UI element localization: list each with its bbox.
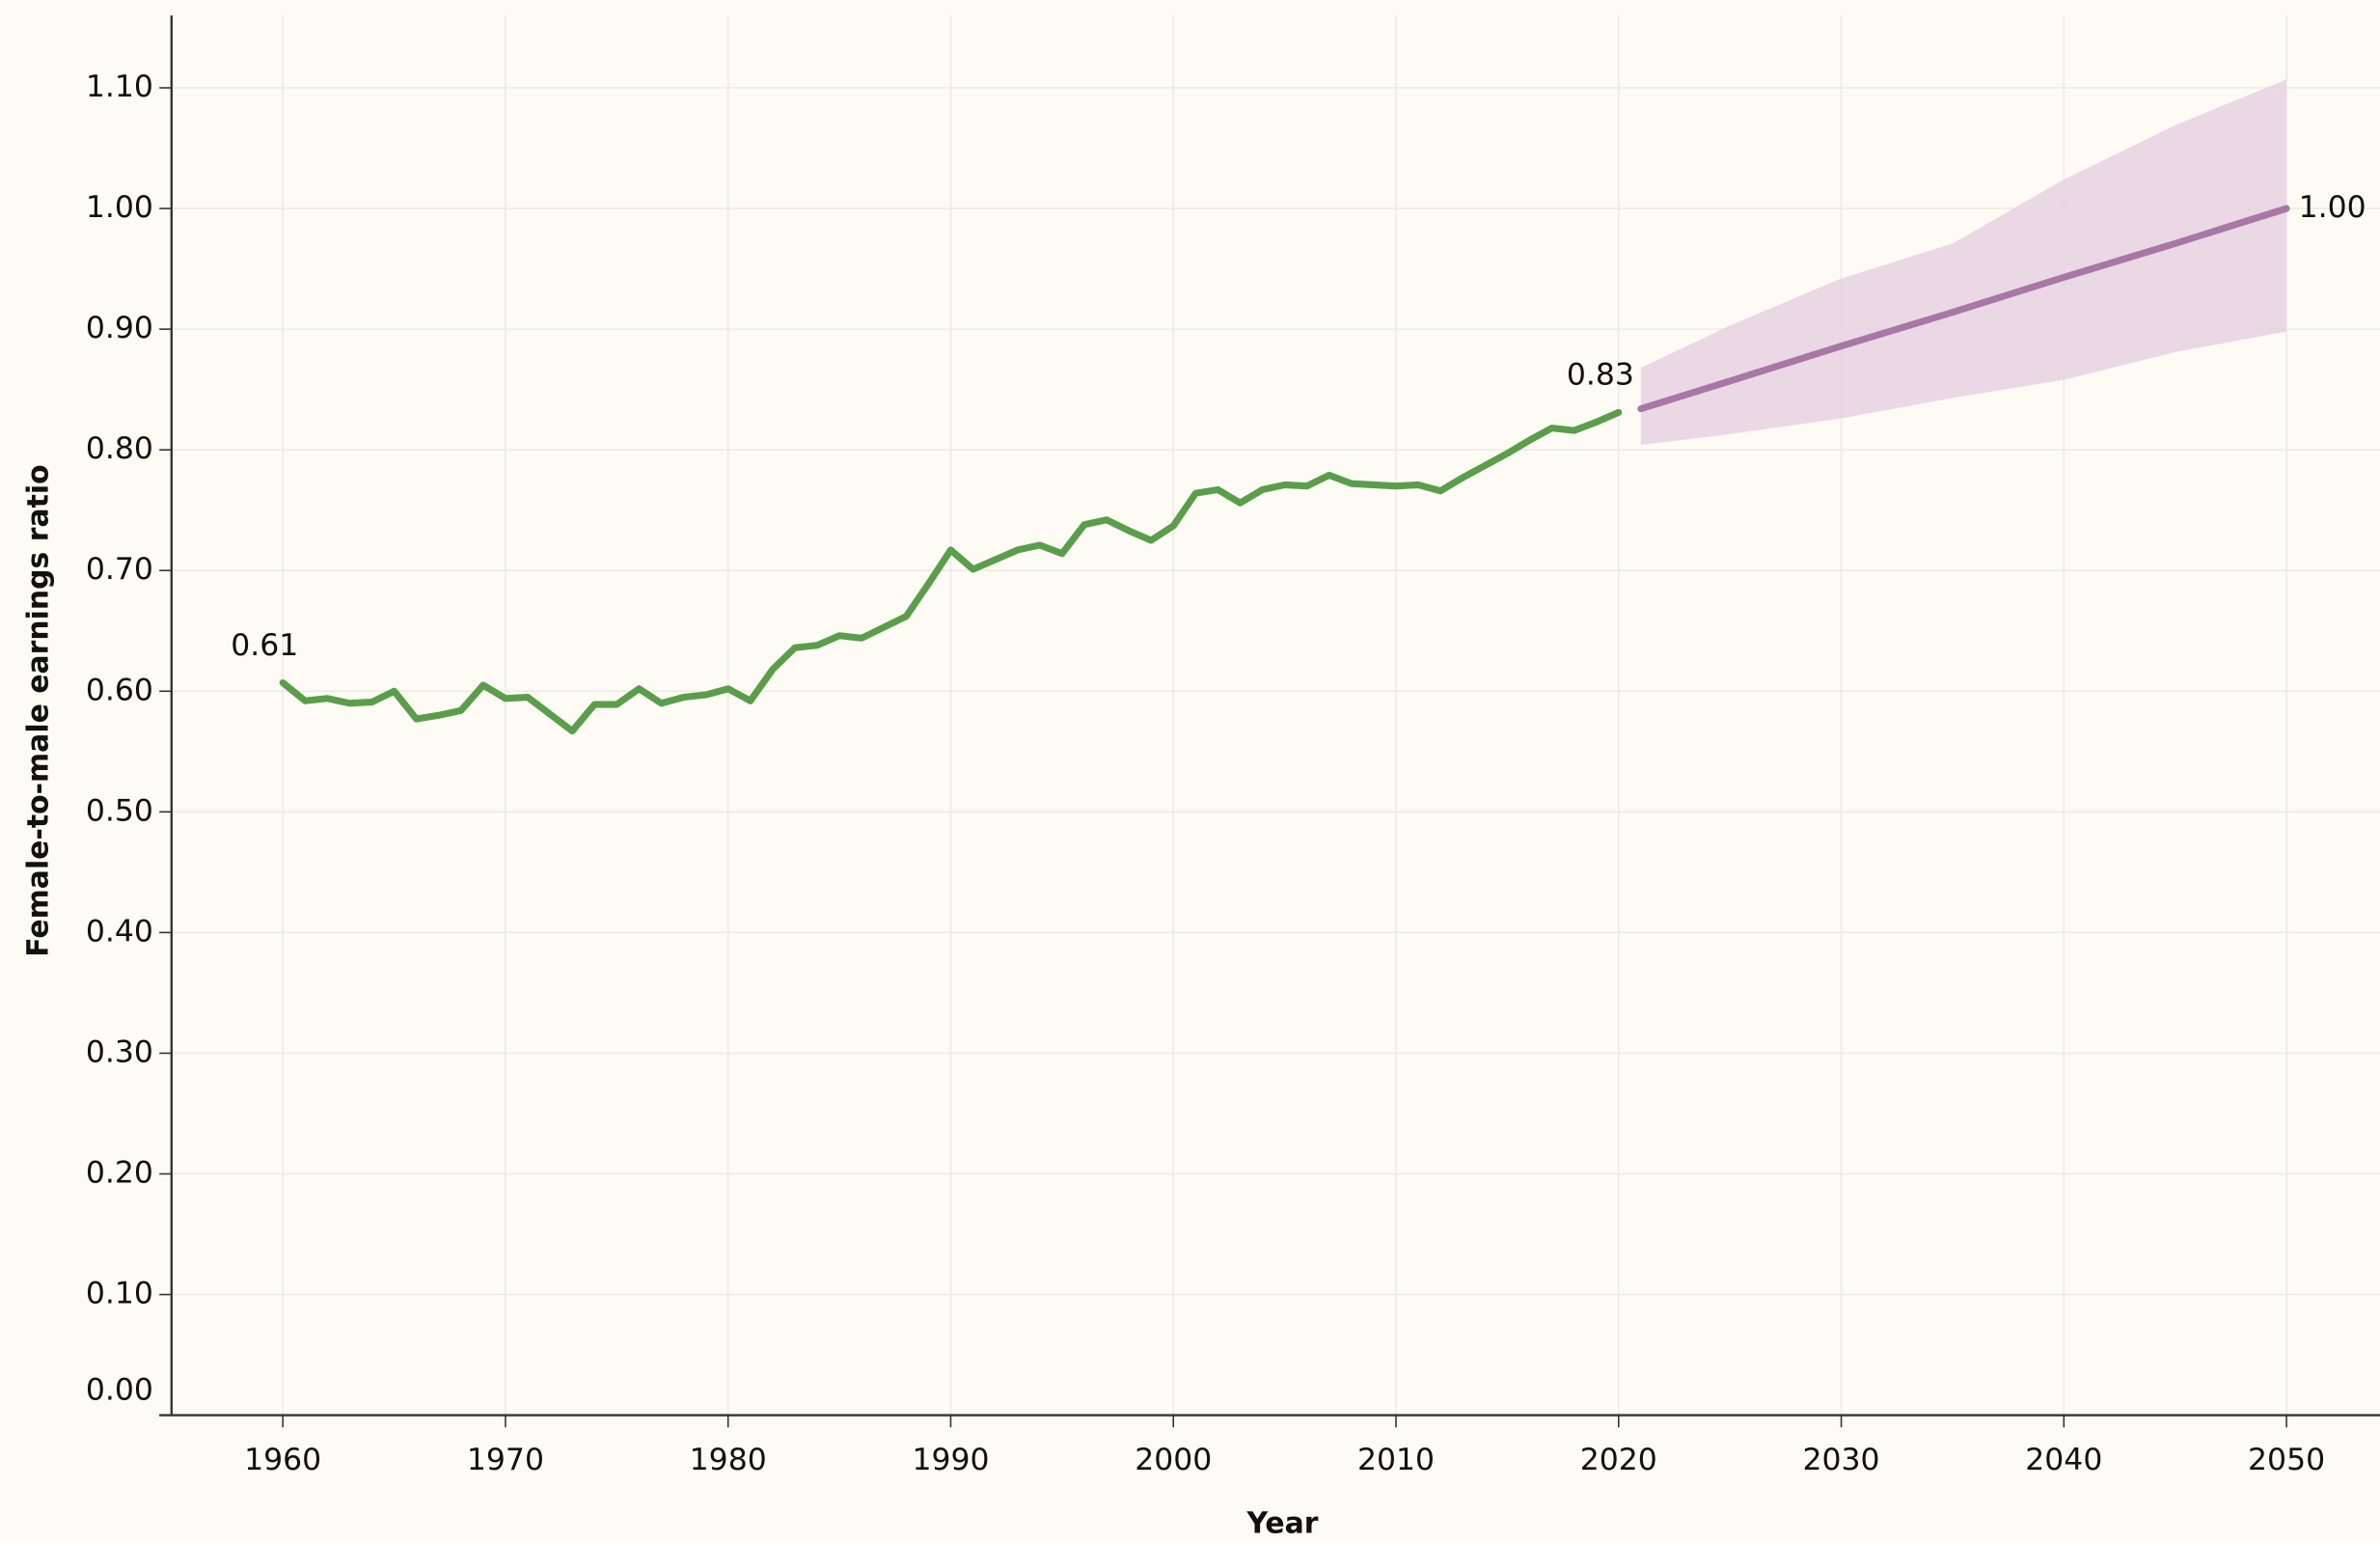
data-label: 1.00 xyxy=(2299,190,2366,225)
data-label: 0.61 xyxy=(231,628,298,663)
y-tick-label: 0.70 xyxy=(86,552,153,587)
y-axis-title: Female-to-male earnings ratio xyxy=(21,464,55,957)
line xyxy=(1637,205,2290,413)
x-axis-title: Year xyxy=(1245,1506,1318,1540)
y-tick-label: 0.20 xyxy=(86,1155,153,1190)
grid xyxy=(171,14,2380,1417)
x-tick-label: 2000 xyxy=(1135,1443,1212,1477)
y-tick-label: 0.00 xyxy=(86,1372,153,1407)
x-tick-label: 2030 xyxy=(1803,1443,1880,1477)
x-tick-label: 2020 xyxy=(1580,1443,1657,1477)
y-tick-label: 0.50 xyxy=(86,793,153,828)
x-tick-label: 2040 xyxy=(2025,1443,2102,1477)
y-tick-label: 1.00 xyxy=(86,190,153,225)
line xyxy=(279,408,1623,735)
x-tick-label: 1990 xyxy=(912,1443,989,1477)
y-tick-label: 0.10 xyxy=(86,1277,153,1311)
y-tick-label: 1.10 xyxy=(86,69,153,104)
y-tick-label: 0.80 xyxy=(86,431,153,466)
y-tick-label: 0.30 xyxy=(86,1034,153,1069)
y-tick-label: 0.40 xyxy=(86,914,153,949)
y-tick-label: 0.90 xyxy=(86,311,153,345)
data-label: 0.83 xyxy=(1567,358,1634,393)
x-tick-label: 2010 xyxy=(1357,1443,1435,1477)
x-tick-label: 1970 xyxy=(467,1443,544,1477)
x-tick-label: 2050 xyxy=(2248,1443,2325,1477)
x-tick-label: 1980 xyxy=(690,1443,767,1477)
x-tick-label: 1960 xyxy=(244,1443,321,1477)
plot xyxy=(279,79,2290,735)
confidence-band xyxy=(1640,79,2287,446)
y-tick-label: 0.60 xyxy=(86,673,153,707)
